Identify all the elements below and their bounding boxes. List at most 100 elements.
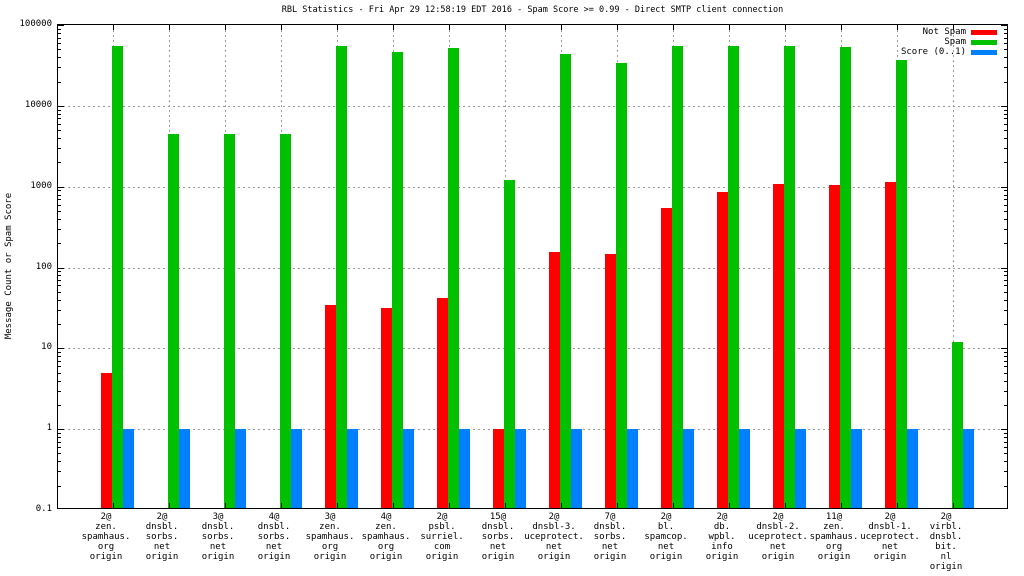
y-minor-tick <box>1004 441 1007 443</box>
bar-score-0-1--1 <box>179 429 190 508</box>
x-top-tick <box>785 25 786 30</box>
y-minor-tick <box>1004 366 1007 368</box>
y-minor-tick <box>58 275 61 277</box>
bar-not-spam-5 <box>381 307 392 508</box>
y-minor-tick <box>1004 28 1007 30</box>
x-tick-label: 15@ dnsbl. sorbs. net origin <box>481 512 515 562</box>
y-major-tick <box>58 267 64 269</box>
y-minor-tick <box>58 130 61 132</box>
y-minor-tick <box>58 42 61 44</box>
x-top-tick <box>281 25 282 30</box>
x-top-tick <box>617 25 618 30</box>
y-minor-tick <box>58 461 61 463</box>
bar-spam-7 <box>504 180 515 508</box>
y-minor-tick <box>58 118 61 120</box>
x-top-tick <box>225 25 226 30</box>
bar-spam-14 <box>896 59 907 508</box>
y-minor-tick <box>58 218 61 220</box>
y-minor-tick <box>1004 285 1007 287</box>
bar-not-spam-7 <box>493 429 504 508</box>
y-minor-tick <box>58 309 61 311</box>
y-minor-tick <box>58 49 61 51</box>
y-minor-tick <box>1004 280 1007 282</box>
x-bottom-tick <box>841 503 842 508</box>
y-minor-tick <box>1004 199 1007 201</box>
bar-score-0-1--6 <box>459 429 470 508</box>
bar-score-0-1--9 <box>627 429 638 508</box>
y-tick-label: 10000 <box>24 99 52 110</box>
y-minor-tick <box>1004 67 1007 69</box>
bar-spam-2 <box>224 133 235 508</box>
y-minor-tick <box>1004 81 1007 83</box>
y-tick-label: 1000 <box>30 180 52 191</box>
y-minor-tick <box>58 356 61 358</box>
y-minor-tick <box>1004 432 1007 434</box>
legend-swatch-spam <box>971 39 997 45</box>
x-bottom-tick <box>673 503 674 508</box>
y-minor-tick <box>58 28 61 30</box>
y-minor-tick <box>58 199 61 201</box>
bar-score-0-1--0 <box>123 429 134 508</box>
y-minor-tick <box>58 352 61 354</box>
y-minor-tick <box>1004 380 1007 382</box>
x-top-tick <box>169 25 170 30</box>
x-top-tick <box>841 25 842 30</box>
legend-entry: Spam <box>944 37 997 47</box>
y-minor-tick <box>1004 404 1007 406</box>
y-minor-tick <box>58 380 61 382</box>
y-minor-tick <box>58 194 61 196</box>
bar-spam-6 <box>448 47 459 508</box>
bar-spam-4 <box>336 45 347 508</box>
y-minor-tick <box>58 271 61 273</box>
y-minor-tick <box>58 485 61 487</box>
y-tick-label: 100 <box>35 261 52 272</box>
y-minor-tick <box>58 32 61 34</box>
bar-not-spam-0 <box>101 372 112 508</box>
y-minor-tick <box>58 432 61 434</box>
y-minor-tick <box>58 162 61 164</box>
bar-score-0-1--2 <box>235 429 246 508</box>
gridline-vertical <box>953 25 954 508</box>
x-bottom-tick <box>505 503 506 508</box>
y-minor-tick <box>1004 109 1007 111</box>
legend-entry-label: Spam <box>944 37 966 47</box>
x-top-tick <box>393 25 394 30</box>
bar-score-0-1--7 <box>515 429 526 508</box>
y-minor-tick <box>58 390 61 392</box>
y-minor-tick <box>58 67 61 69</box>
y-tick-label: 100000 <box>19 19 52 29</box>
x-bottom-tick <box>337 503 338 508</box>
x-bottom-tick <box>449 503 450 508</box>
y-major-tick <box>1001 186 1007 188</box>
y-major-tick <box>58 105 64 107</box>
y-minor-tick <box>58 280 61 282</box>
gridline-horizontal <box>58 105 1007 107</box>
y-minor-tick <box>58 324 61 325</box>
y-minor-tick <box>58 190 61 192</box>
y-minor-tick <box>58 109 61 111</box>
x-tick-label: 2@ dnsbl-1. uceprotect. net origin <box>860 512 920 562</box>
y-minor-tick <box>1004 309 1007 311</box>
bar-score-0-1--10 <box>683 429 694 508</box>
x-bottom-tick <box>113 503 114 508</box>
y-minor-tick <box>1004 390 1007 392</box>
x-top-tick <box>673 25 674 30</box>
x-tick-label: 3@ dnsbl. sorbs. net origin <box>201 512 235 562</box>
x-tick-label: 3@ zen. spamhaus. org origin <box>305 512 355 562</box>
x-bottom-tick <box>169 503 170 508</box>
y-major-tick <box>1001 429 1007 431</box>
x-bottom-tick <box>393 503 394 508</box>
y-minor-tick <box>1004 243 1007 245</box>
y-minor-tick <box>1004 372 1007 374</box>
y-minor-tick <box>58 210 61 212</box>
y-minor-tick <box>58 285 61 287</box>
bar-score-0-1--12 <box>795 429 806 508</box>
x-bottom-tick <box>729 503 730 508</box>
x-tick-label: 2@ db. wpbl. info origin <box>705 512 739 562</box>
bar-spam-3 <box>280 133 291 508</box>
y-minor-tick <box>1004 275 1007 277</box>
bar-spam-11 <box>728 45 739 508</box>
bar-spam-15 <box>952 341 963 508</box>
legend-swatch-score-0-1- <box>971 49 997 55</box>
y-major-tick <box>1001 25 1007 26</box>
